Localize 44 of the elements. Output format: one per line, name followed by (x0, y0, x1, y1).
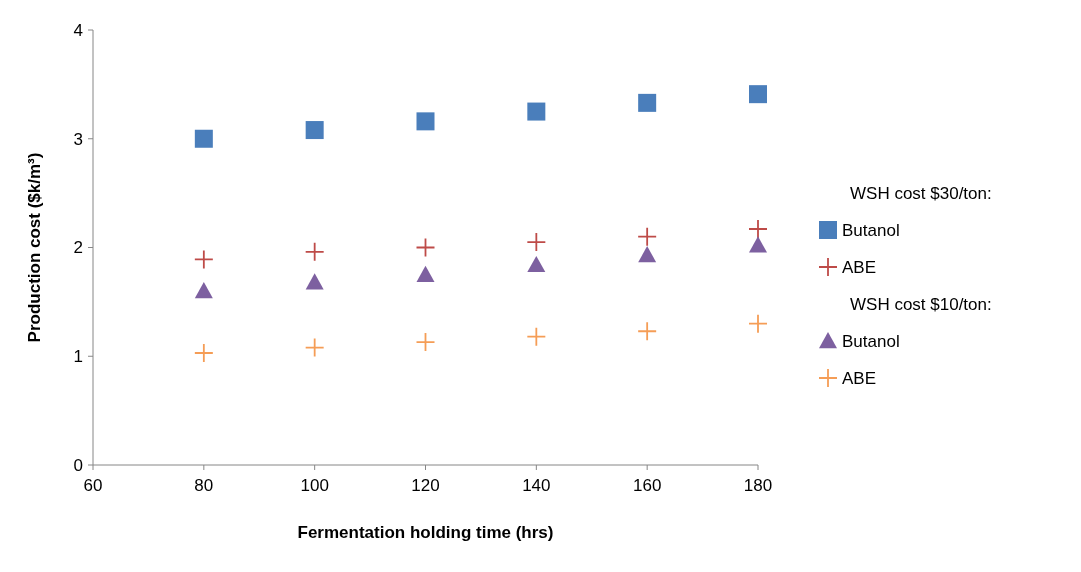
point (527, 255, 546, 273)
legend-label: Butanol (842, 220, 900, 240)
x-tick-label: 60 (83, 476, 103, 495)
x-axis-title: Fermentation holding time (hrs) (297, 523, 554, 542)
y-tick-label: 3 (73, 129, 83, 149)
point (193, 249, 214, 270)
x-tick-label: 160 (632, 476, 662, 495)
point (637, 321, 658, 342)
point (415, 237, 436, 258)
y-tick-label: 1 (73, 347, 83, 367)
x-tick-label: 140 (522, 476, 551, 495)
x-tick-label: 80 (194, 476, 214, 495)
point (526, 232, 547, 252)
point (304, 241, 325, 262)
point (638, 246, 657, 263)
y-tick-label: 0 (73, 455, 83, 475)
point (416, 112, 435, 131)
point (527, 102, 546, 121)
point (748, 313, 768, 334)
legend-label: ABE (842, 368, 877, 388)
point (748, 219, 768, 239)
text: WSH cost $30/ton: (850, 183, 992, 203)
x-tick-label: 100 (300, 476, 329, 495)
point (304, 337, 325, 358)
point (416, 265, 435, 282)
y-axis-title: Production cost ($k/m³) (25, 152, 44, 343)
point (194, 282, 213, 299)
y-tick-label: 2 (73, 238, 83, 258)
legend-label: Butanol (842, 331, 900, 351)
point (305, 121, 324, 140)
point (637, 226, 658, 247)
point (749, 85, 767, 104)
x-tick-label: 120 (411, 476, 440, 495)
y-tick-label: 4 (73, 20, 83, 40)
text: WSH cost $10/ton: (850, 294, 992, 314)
point (526, 326, 547, 347)
point (638, 93, 657, 112)
point (749, 236, 767, 253)
legend-label: ABE (842, 257, 877, 277)
point (193, 343, 214, 363)
x-tick-label: 180 (743, 476, 773, 495)
point (305, 273, 324, 290)
point (194, 129, 213, 148)
point (415, 332, 436, 353)
